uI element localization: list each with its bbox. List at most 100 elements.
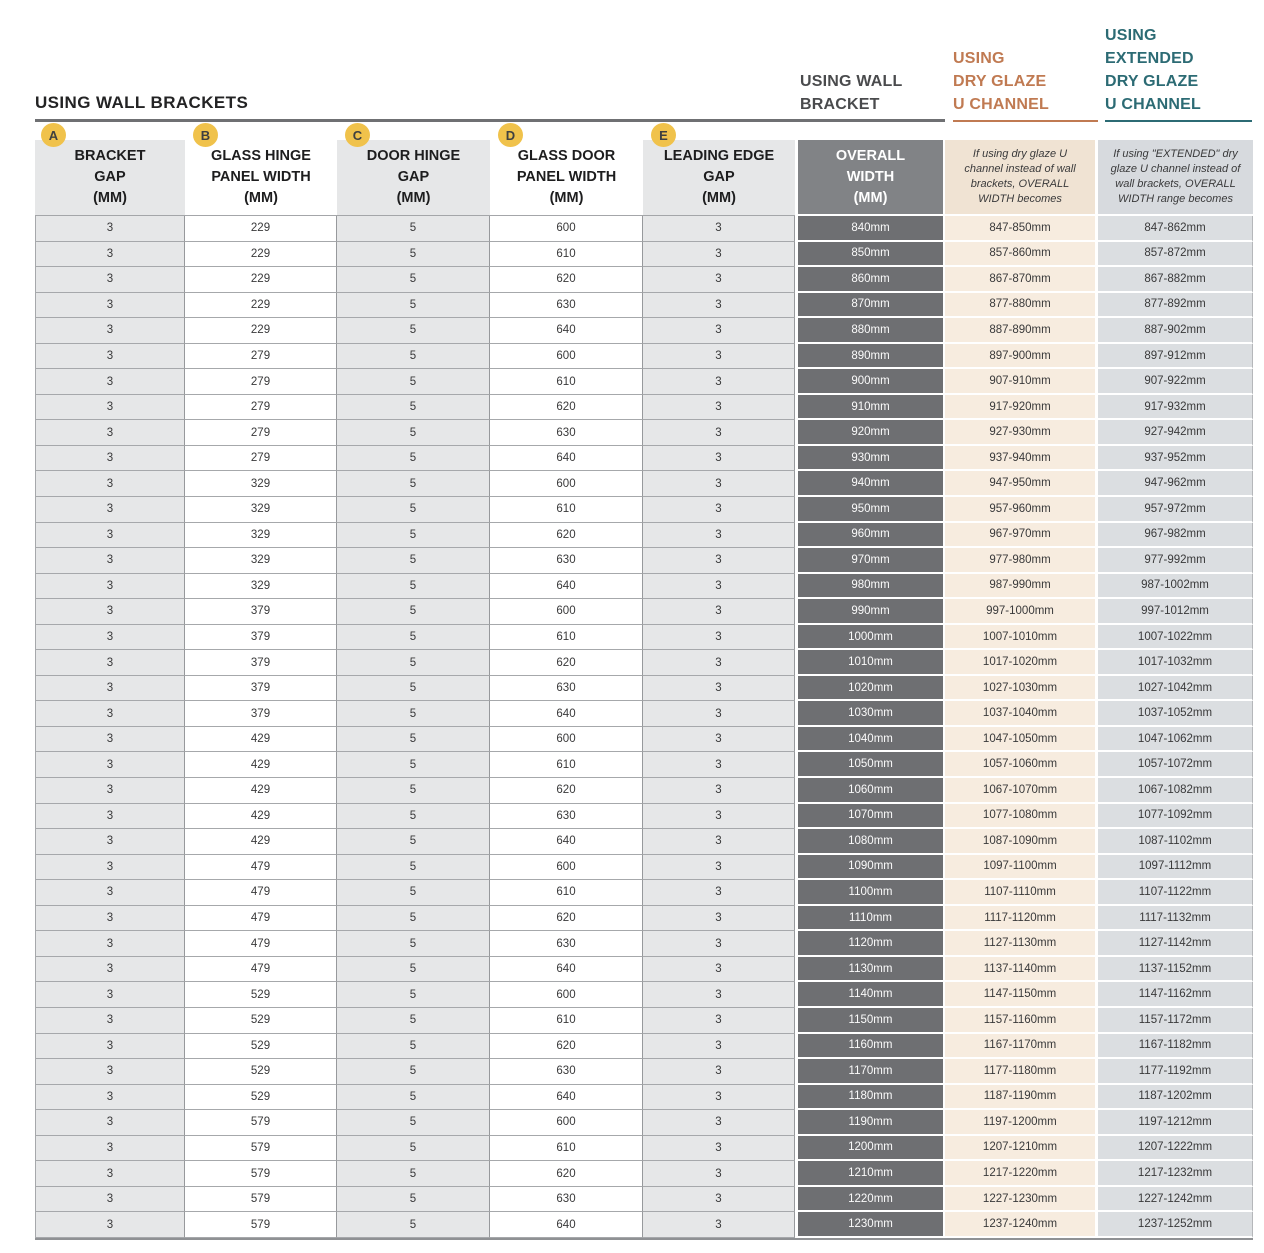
table-row: 3 379 5 600 3 990mm 997-1000mm 997-1012mm	[35, 599, 1253, 625]
cell-door-hinge-gap: 5	[337, 267, 490, 293]
cell-extended-dry-glaze-width: 1097-1112mm	[1095, 854, 1253, 881]
cell-glass-hinge-panel-width: 479	[185, 931, 337, 957]
cell-bracket-gap: 3	[35, 778, 185, 804]
cell-overall-width: 1230mm	[795, 1212, 943, 1238]
cell-dry-glaze-width: 1197-1200mm	[943, 1110, 1095, 1136]
cell-glass-hinge-panel-width: 429	[185, 778, 337, 804]
cell-glass-hinge-panel-width: 379	[185, 624, 337, 651]
cell-bracket-gap: 3	[35, 905, 185, 932]
cell-leading-edge-gap: 3	[643, 318, 795, 344]
cell-glass-door-panel-width: 610	[490, 624, 643, 651]
cell-dry-glaze-width: 877-880mm	[943, 292, 1095, 319]
cell-dry-glaze-width: 997-1000mm	[943, 599, 1095, 625]
cell-extended-dry-glaze-width: 1197-1212mm	[1095, 1110, 1253, 1136]
table-row: 3 479 5 610 3 1100mm 1107-1110mm 1107-1122mm	[35, 880, 1253, 906]
cell-glass-door-panel-width: 610	[490, 241, 643, 268]
cell-overall-width: 1180mm	[795, 1084, 943, 1111]
header-extended-dry-glaze-note: If using "EXTENDED" dry glaze U channel …	[1095, 140, 1253, 216]
cell-dry-glaze-width: 1207-1210mm	[943, 1135, 1095, 1162]
cell-overall-width: 1170mm	[795, 1059, 943, 1085]
cell-glass-hinge-panel-width: 379	[185, 599, 337, 625]
table-row: 3 429 5 610 3 1050mm 1057-1060mm 1057-1072mm	[35, 752, 1253, 779]
cell-glass-hinge-panel-width: 229	[185, 318, 337, 344]
cell-overall-width: 1110mm	[795, 905, 943, 932]
cell-door-hinge-gap: 5	[337, 573, 490, 600]
cell-door-hinge-gap: 5	[337, 1110, 490, 1136]
cell-overall-width: 1100mm	[795, 880, 943, 906]
table-row: 3 229 5 600 3 840mm 847-850mm 847-862mm	[35, 216, 1253, 242]
cell-extended-dry-glaze-width: 937-952mm	[1095, 445, 1253, 472]
cell-dry-glaze-width: 867-870mm	[943, 267, 1095, 293]
cell-glass-hinge-panel-width: 329	[185, 522, 337, 549]
column-badge-e: E	[651, 123, 676, 147]
cell-overall-width: 980mm	[795, 573, 943, 600]
cell-leading-edge-gap: 3	[643, 624, 795, 651]
cell-dry-glaze-width: 1007-1010mm	[943, 624, 1095, 651]
cell-bracket-gap: 3	[35, 599, 185, 625]
cell-overall-width: 1220mm	[795, 1186, 943, 1213]
cell-bracket-gap: 3	[35, 982, 185, 1008]
cell-glass-door-panel-width: 640	[490, 1084, 643, 1111]
cell-glass-door-panel-width: 600	[490, 216, 643, 242]
cell-bracket-gap: 3	[35, 624, 185, 651]
cell-overall-width: 1020mm	[795, 675, 943, 702]
section-header-wall-bracket: USING WALL BRACKET	[800, 73, 903, 113]
cell-glass-door-panel-width: 600	[490, 854, 643, 881]
cell-extended-dry-glaze-width: 1047-1062mm	[1095, 726, 1253, 753]
cell-overall-width: 1040mm	[795, 726, 943, 753]
cell-glass-door-panel-width: 600	[490, 471, 643, 498]
cell-leading-edge-gap: 3	[643, 803, 795, 830]
cell-glass-door-panel-width: 620	[490, 267, 643, 293]
cell-door-hinge-gap: 5	[337, 548, 490, 574]
cell-glass-hinge-panel-width: 379	[185, 675, 337, 702]
cell-bracket-gap: 3	[35, 650, 185, 676]
table-row: 3 379 5 620 3 1010mm 1017-1020mm 1017-1032mm	[35, 650, 1253, 676]
cell-glass-door-panel-width: 620	[490, 522, 643, 549]
cell-bracket-gap: 3	[35, 343, 185, 370]
cell-door-hinge-gap: 5	[337, 1007, 490, 1034]
cell-door-hinge-gap: 5	[337, 624, 490, 651]
cell-door-hinge-gap: 5	[337, 701, 490, 727]
cell-leading-edge-gap: 3	[643, 1212, 795, 1238]
cell-dry-glaze-width: 857-860mm	[943, 241, 1095, 268]
cell-extended-dry-glaze-width: 1137-1152mm	[1095, 956, 1253, 983]
cell-overall-width: 970mm	[795, 548, 943, 574]
header-glass-hinge-panel-width: GLASS HINGE PANEL WIDTH (MM)	[185, 140, 337, 216]
cell-bracket-gap: 3	[35, 701, 185, 727]
table-row: 3 529 5 600 3 1140mm 1147-1150mm 1147-1162mm	[35, 982, 1253, 1008]
cell-glass-hinge-panel-width: 329	[185, 497, 337, 523]
cell-leading-edge-gap: 3	[643, 1007, 795, 1034]
cell-leading-edge-gap: 3	[643, 394, 795, 421]
cell-door-hinge-gap: 5	[337, 216, 490, 242]
table-row: 3 529 5 630 3 1170mm 1177-1180mm 1177-1192mm	[35, 1059, 1253, 1085]
cell-extended-dry-glaze-width: 1017-1032mm	[1095, 650, 1253, 676]
cell-leading-edge-gap: 3	[643, 1059, 795, 1085]
cell-bracket-gap: 3	[35, 292, 185, 319]
cell-leading-edge-gap: 3	[643, 522, 795, 549]
header-glass-door-panel-width: GLASS DOOR PANEL WIDTH (MM)	[490, 140, 643, 216]
cell-extended-dry-glaze-width: 1127-1142mm	[1095, 931, 1253, 957]
cell-overall-width: 1160mm	[795, 1033, 943, 1060]
cell-bracket-gap: 3	[35, 675, 185, 702]
cell-dry-glaze-width: 1167-1170mm	[943, 1033, 1095, 1060]
cell-door-hinge-gap: 5	[337, 854, 490, 881]
cell-leading-edge-gap: 3	[643, 829, 795, 855]
cell-bracket-gap: 3	[35, 1110, 185, 1136]
cell-overall-width: 1010mm	[795, 650, 943, 676]
cell-extended-dry-glaze-width: 1077-1092mm	[1095, 803, 1253, 830]
table-row: 3 529 5 640 3 1180mm 1187-1190mm 1187-1202mm	[35, 1084, 1253, 1111]
column-badge-d: D	[498, 123, 523, 147]
table-header-row: BRACKET GAP (MM) GLASS HINGE PANEL WIDTH…	[35, 140, 1253, 216]
cell-overall-width: 930mm	[795, 445, 943, 472]
cell-door-hinge-gap: 5	[337, 982, 490, 1008]
cell-glass-door-panel-width: 630	[490, 675, 643, 702]
cell-door-hinge-gap: 5	[337, 778, 490, 804]
cell-bracket-gap: 3	[35, 241, 185, 268]
table-row: 3 279 5 610 3 900mm 907-910mm 907-922mm	[35, 369, 1253, 395]
cell-dry-glaze-width: 1067-1070mm	[943, 778, 1095, 804]
cell-door-hinge-gap: 5	[337, 241, 490, 268]
cell-glass-door-panel-width: 600	[490, 343, 643, 370]
cell-bracket-gap: 3	[35, 726, 185, 753]
cell-extended-dry-glaze-width: 1227-1242mm	[1095, 1186, 1253, 1213]
cell-dry-glaze-width: 1227-1230mm	[943, 1186, 1095, 1213]
